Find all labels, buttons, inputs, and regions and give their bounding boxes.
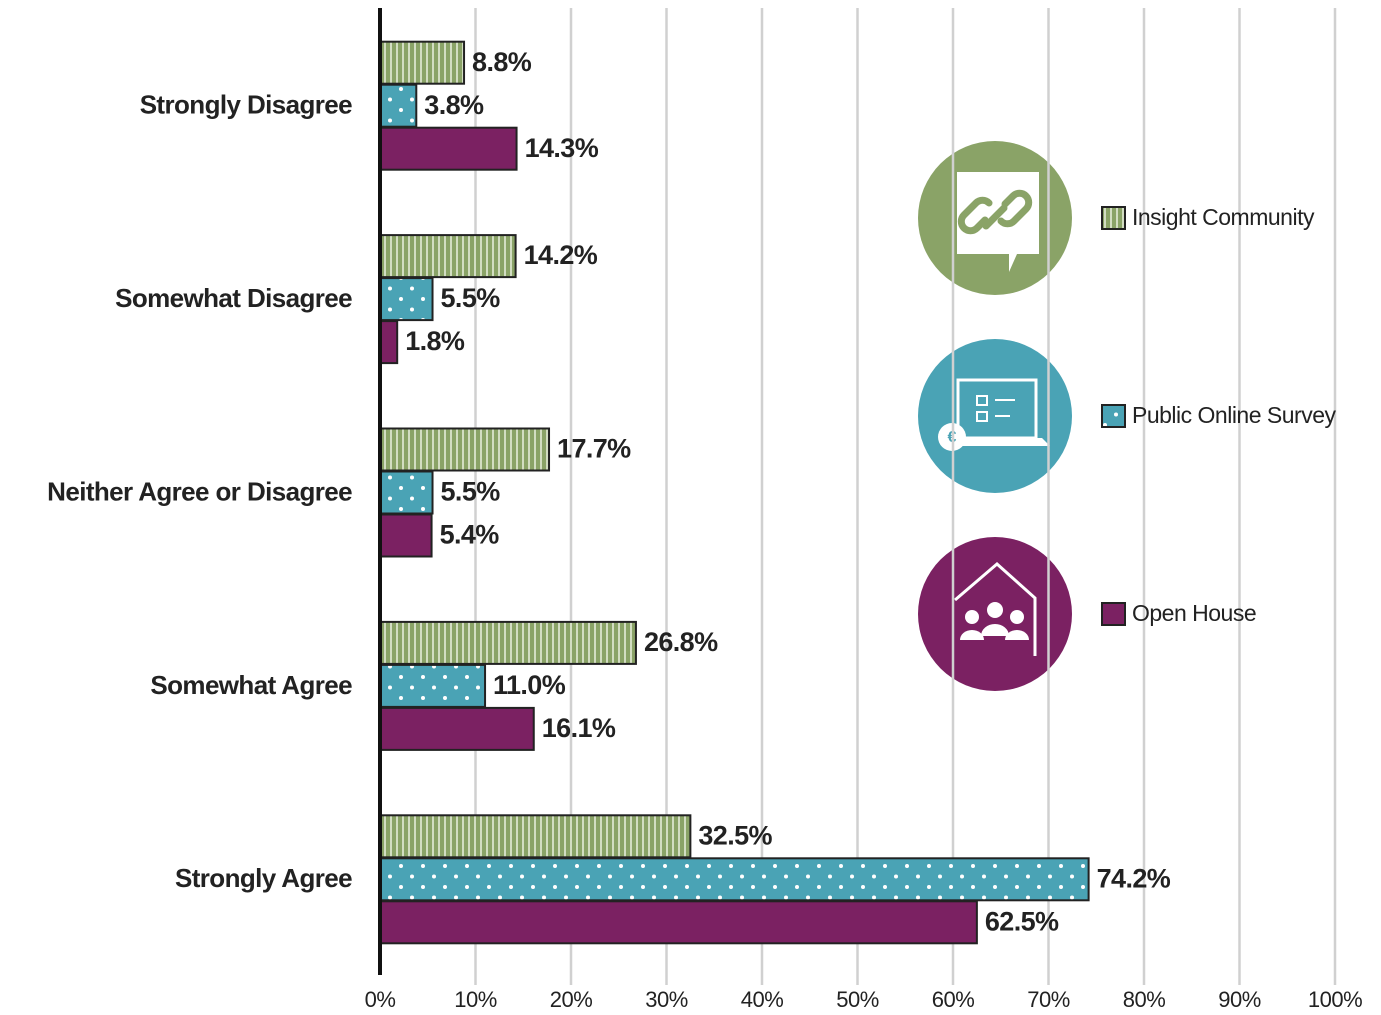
value-label: 5.4% <box>440 520 500 550</box>
bar <box>379 470 434 515</box>
bar <box>379 320 399 365</box>
x-tick-label: 90% <box>1218 987 1261 1012</box>
value-label: 8.8% <box>472 47 532 77</box>
bar <box>379 620 637 665</box>
category-label: Somewhat Disagree <box>115 283 352 313</box>
category-label: Strongly Agree <box>175 863 352 893</box>
legend-swatch <box>1101 206 1126 230</box>
x-tick-label: 30% <box>645 987 688 1012</box>
icon-insight <box>918 141 1072 295</box>
legend-swatch <box>1101 404 1126 428</box>
x-tick-label: 0% <box>365 987 396 1012</box>
bar <box>379 126 518 171</box>
icon-openhouse <box>918 537 1072 691</box>
bar <box>379 427 551 472</box>
value-label: 5.5% <box>441 477 501 507</box>
category-label: Strongly Disagree <box>140 90 352 120</box>
value-label: 11.0% <box>493 670 566 700</box>
x-tick-label: 20% <box>550 987 593 1012</box>
bar <box>379 40 466 85</box>
value-label: 62.5% <box>985 906 1059 936</box>
x-tick-label: 10% <box>454 987 497 1012</box>
category-label: Neither Agree or Disagree <box>47 476 352 506</box>
value-label: 32.5% <box>698 820 772 850</box>
value-label: 26.8% <box>644 627 718 657</box>
bar <box>379 234 517 279</box>
bar <box>379 663 487 708</box>
value-label: 17.7% <box>557 434 631 464</box>
x-tick-label: 50% <box>836 987 879 1012</box>
bar <box>379 277 434 322</box>
bar <box>379 83 418 128</box>
x-tick-label: 40% <box>741 987 784 1012</box>
bar <box>379 857 1090 902</box>
bar <box>379 706 535 751</box>
x-tick-label: 70% <box>1027 987 1070 1012</box>
x-tick-label: 60% <box>932 987 975 1012</box>
value-label: 74.2% <box>1097 863 1171 893</box>
value-label: 5.5% <box>441 283 501 313</box>
category-label: Somewhat Agree <box>150 670 352 700</box>
bar <box>379 900 978 945</box>
value-label: 14.3% <box>525 133 599 163</box>
legend-icons: € <box>918 141 1072 691</box>
value-label: 16.1% <box>542 713 616 743</box>
value-label: 3.8% <box>424 90 484 120</box>
x-tick-label: 80% <box>1123 987 1166 1012</box>
legend-swatch <box>1101 602 1126 626</box>
x-tick-label: 100% <box>1308 987 1362 1012</box>
value-label: 1.8% <box>405 326 465 356</box>
value-label: 14.2% <box>524 240 598 270</box>
legend-label: Insight Community <box>1132 204 1315 230</box>
bar <box>379 814 692 859</box>
bar <box>379 513 433 558</box>
legend-label: Open House <box>1132 600 1256 626</box>
legend-label: Public Online Survey <box>1132 402 1336 428</box>
